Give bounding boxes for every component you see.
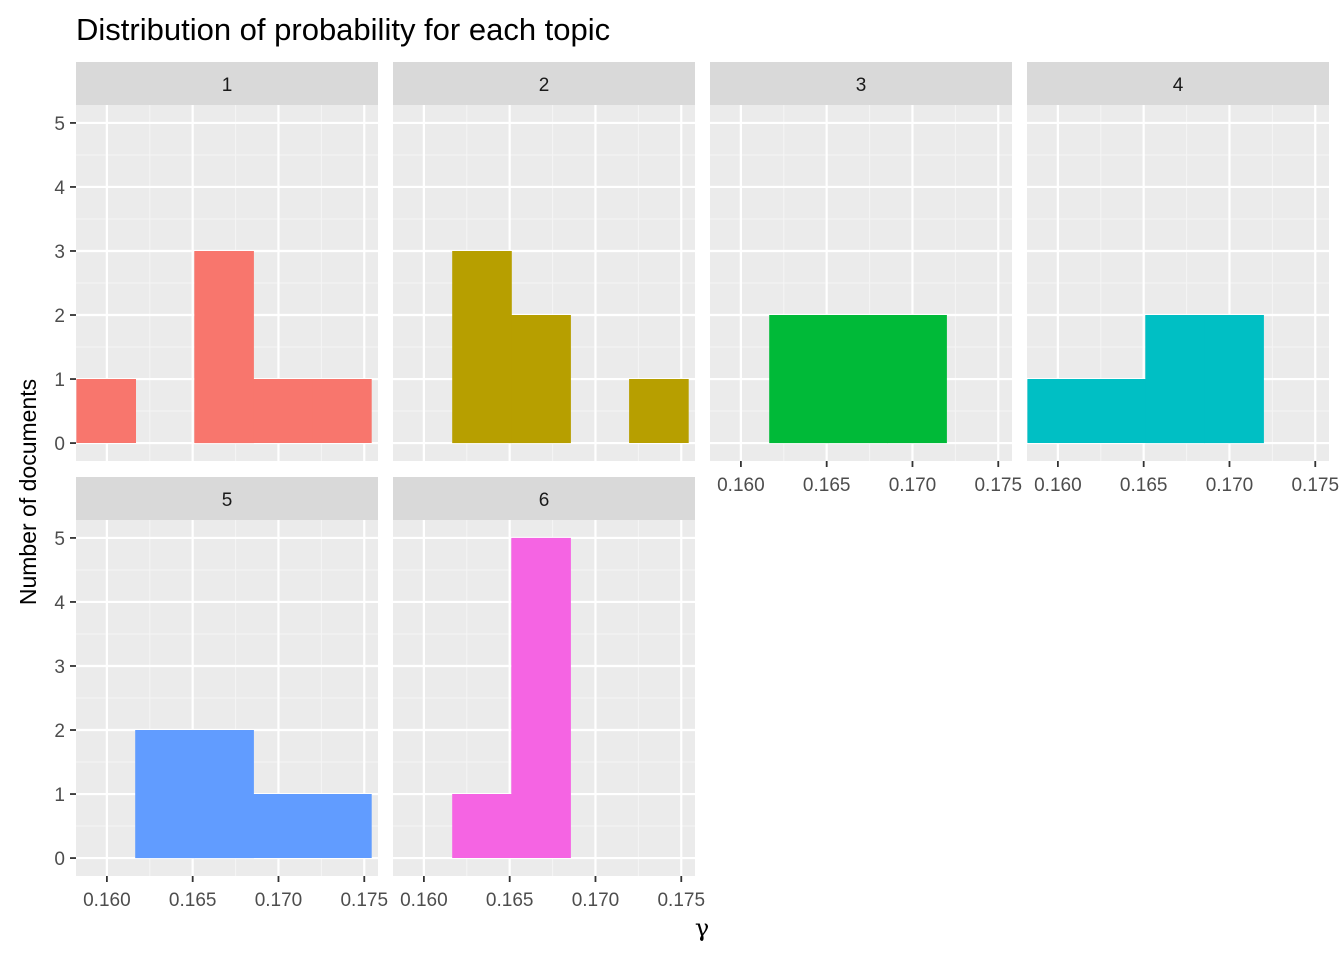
chart-title: Distribution of probability for each top… xyxy=(76,12,610,47)
x-tick-label: 0.160 xyxy=(83,890,131,911)
facet-strip-label: 6 xyxy=(539,490,550,511)
facet-panel-5: 5 0 1 2 3 4 5 0.160 0.165 0.170 0.175 xyxy=(54,477,388,911)
histogram-bar xyxy=(828,315,888,444)
histogram-bar xyxy=(1145,315,1205,444)
histogram-bar xyxy=(1204,315,1264,444)
x-tick-label: 0.165 xyxy=(169,890,217,911)
x-axis-title: γ xyxy=(695,914,709,942)
facet-strip xyxy=(393,62,695,105)
histogram-bar xyxy=(511,537,571,858)
y-tick-label: 5 xyxy=(54,529,65,550)
histogram-bar xyxy=(1086,379,1146,443)
histogram-bar xyxy=(511,315,571,444)
facet-strip-label: 3 xyxy=(856,75,867,96)
x-tick-label: 0.160 xyxy=(1034,475,1082,496)
histogram-bar xyxy=(769,315,829,444)
histogram-bar xyxy=(887,315,947,444)
facet-panel-3: 3 0.160 0.165 0.170 0.175 xyxy=(710,62,1022,496)
x-tick-label: 0.160 xyxy=(717,475,765,496)
y-tick-label: 1 xyxy=(54,785,65,806)
y-tick-label: 3 xyxy=(54,657,65,678)
x-tick-label: 0.175 xyxy=(974,475,1022,496)
facet-panel-4: 4 0.160 0.165 0.170 0.175 xyxy=(1027,62,1339,496)
histogram-bar xyxy=(312,794,372,858)
facet-panel-6: 6 0.160 0.165 0.170 0.175 xyxy=(393,477,705,911)
histogram-bar xyxy=(135,730,195,859)
histogram-bar xyxy=(452,251,512,444)
y-tick-label: 0 xyxy=(54,434,65,455)
y-tick-label: 0 xyxy=(54,849,65,870)
x-tick-label: 0.175 xyxy=(1291,475,1339,496)
y-tick-label: 4 xyxy=(54,178,65,199)
x-tick-label: 0.165 xyxy=(1120,475,1168,496)
y-tick-label: 2 xyxy=(54,721,65,742)
histogram-bar xyxy=(253,794,313,858)
facet-strip xyxy=(76,62,378,105)
facet-strip xyxy=(393,477,695,520)
histogram-bar xyxy=(194,251,254,444)
facet-strip xyxy=(76,477,378,520)
facet-strip xyxy=(710,62,1012,105)
y-tick-label: 1 xyxy=(54,370,65,391)
facet-strip-label: 2 xyxy=(539,75,550,96)
y-tick-label: 2 xyxy=(54,306,65,327)
histogram-bar xyxy=(629,379,689,443)
x-tick-label: 0.170 xyxy=(1206,475,1254,496)
y-tick-label: 3 xyxy=(54,242,65,263)
histogram-bar xyxy=(1027,379,1087,443)
x-tick-label: 0.175 xyxy=(340,890,388,911)
x-tick-label: 0.175 xyxy=(657,890,705,911)
facet-panel-2: 2 xyxy=(393,62,695,461)
facet-strip xyxy=(1027,62,1329,105)
facet-strip-label: 5 xyxy=(222,490,233,511)
y-tick-label: 5 xyxy=(54,114,65,135)
x-tick-label: 0.170 xyxy=(255,890,303,911)
x-tick-label: 0.170 xyxy=(889,475,937,496)
histogram-bar xyxy=(194,730,254,859)
facet-strip-label: 4 xyxy=(1173,75,1184,96)
x-tick-label: 0.165 xyxy=(486,890,534,911)
facet-strip-label: 1 xyxy=(222,75,233,96)
histogram-bar xyxy=(312,379,372,443)
x-tick-label: 0.170 xyxy=(572,890,620,911)
histogram-bar xyxy=(253,379,313,443)
y-tick-label: 4 xyxy=(54,593,65,614)
histogram-bar xyxy=(76,379,136,443)
facet-panel-1: 1 0 1 2 3 4 5 xyxy=(54,62,378,461)
histogram-bar xyxy=(452,794,512,858)
x-tick-label: 0.165 xyxy=(803,475,851,496)
y-axis-title: Number of documents xyxy=(15,379,41,605)
x-tick-label: 0.160 xyxy=(400,890,448,911)
